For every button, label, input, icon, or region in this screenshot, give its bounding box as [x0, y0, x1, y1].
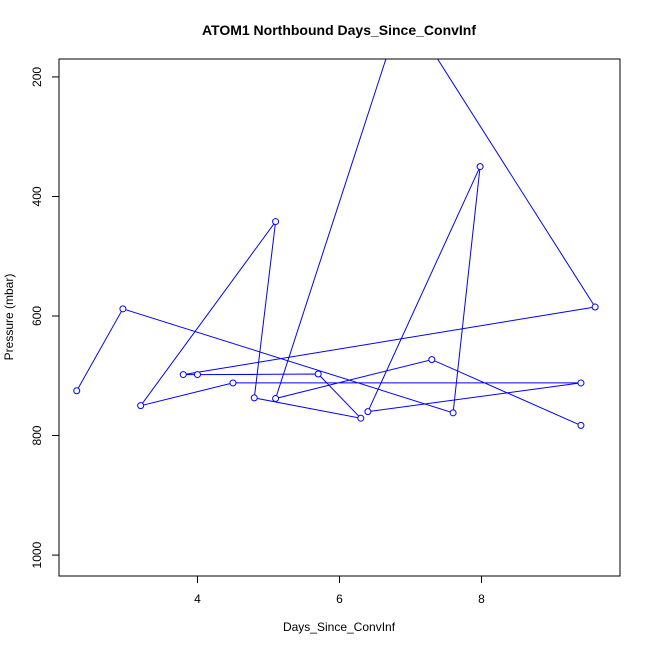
data-point — [428, 356, 436, 364]
data-point — [250, 394, 258, 402]
data-point — [364, 408, 372, 416]
data-point — [272, 218, 280, 226]
series-line — [76, 59, 596, 426]
y-tick-label: 200 — [30, 67, 44, 87]
x-axis: 4 6 8 — [194, 576, 485, 606]
data-point — [73, 387, 81, 395]
data-point — [193, 371, 201, 379]
data-point — [476, 163, 484, 171]
y-tick-label: 600 — [30, 306, 44, 326]
data-point — [449, 409, 457, 417]
x-tick-label: 8 — [478, 592, 485, 606]
marker-layer — [73, 163, 599, 429]
x-tick-label: 4 — [194, 592, 201, 606]
y-tick-label: 1000 — [30, 541, 44, 568]
data-point — [577, 379, 585, 387]
plot-frame — [58, 58, 621, 577]
data-point — [272, 394, 280, 402]
chart-title: ATOM1 Northbound Days_Since_ConvInf — [202, 22, 476, 38]
data-point — [137, 402, 145, 410]
y-axis-label: Pressure (mbar) — [2, 274, 16, 361]
series-layer — [76, 59, 596, 426]
data-point — [314, 370, 322, 378]
y-axis: 200 400 600 800 1000 — [30, 67, 59, 568]
data-point — [229, 379, 237, 387]
data-point — [179, 371, 187, 379]
data-point — [577, 421, 585, 429]
y-tick-label: 800 — [30, 425, 44, 445]
data-point — [119, 305, 127, 313]
data-point — [357, 414, 365, 422]
data-point — [591, 303, 599, 311]
y-tick-label: 400 — [30, 186, 44, 206]
x-axis-label: Days_Since_ConvInf — [283, 620, 396, 634]
x-tick-label: 6 — [336, 592, 343, 606]
